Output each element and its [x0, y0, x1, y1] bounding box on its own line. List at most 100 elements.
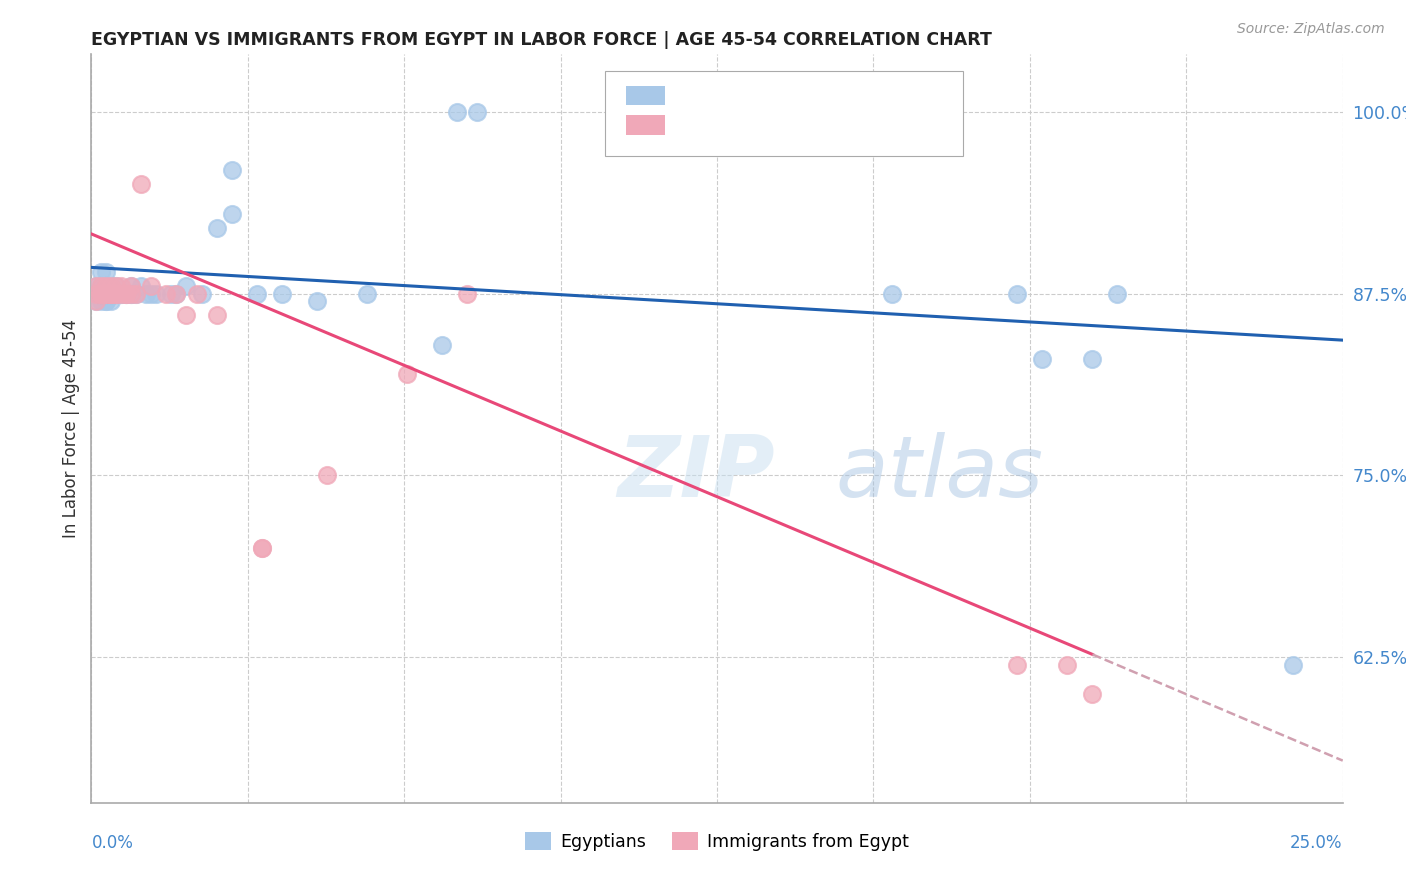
- Point: [96, 279, 118, 293]
- Point: [96, 265, 118, 279]
- Point: [120, 286, 142, 301]
- Point: [456, 286, 478, 301]
- Point: [96, 279, 118, 293]
- Point: [190, 286, 212, 301]
- Point: [90, 279, 112, 293]
- Text: -0.474: -0.474: [707, 116, 772, 134]
- Point: [131, 279, 153, 293]
- Point: [1081, 352, 1104, 367]
- Point: [90, 286, 112, 301]
- Point: [115, 286, 138, 301]
- Point: [465, 104, 488, 119]
- Point: [166, 286, 188, 301]
- Point: [221, 162, 243, 177]
- Point: [86, 286, 108, 301]
- Point: [186, 286, 208, 301]
- Point: [86, 293, 108, 308]
- Point: [305, 293, 328, 308]
- Point: [166, 286, 188, 301]
- Point: [430, 337, 453, 351]
- Point: [100, 286, 122, 301]
- Point: [105, 279, 128, 293]
- Point: [105, 286, 128, 301]
- Point: [96, 293, 118, 308]
- Point: [221, 206, 243, 220]
- Point: [110, 286, 132, 301]
- Point: [270, 286, 292, 301]
- Point: [1107, 286, 1129, 301]
- Point: [135, 286, 157, 301]
- Point: [100, 279, 122, 293]
- Point: [115, 286, 138, 301]
- Text: ZIP: ZIP: [617, 432, 775, 515]
- Text: 38: 38: [814, 116, 839, 134]
- Point: [250, 541, 273, 556]
- Point: [96, 286, 118, 301]
- Text: EGYPTIAN VS IMMIGRANTS FROM EGYPT IN LABOR FORCE | AGE 45-54 CORRELATION CHART: EGYPTIAN VS IMMIGRANTS FROM EGYPT IN LAB…: [91, 31, 993, 49]
- Point: [86, 286, 108, 301]
- Point: [160, 286, 183, 301]
- Text: -0.078: -0.078: [707, 87, 772, 104]
- Point: [125, 286, 148, 301]
- Point: [205, 309, 228, 323]
- Point: [86, 293, 108, 308]
- Point: [90, 265, 112, 279]
- Point: [315, 468, 337, 483]
- Point: [120, 286, 142, 301]
- Text: R =: R =: [679, 87, 718, 104]
- Point: [115, 286, 138, 301]
- Point: [141, 286, 163, 301]
- Point: [110, 286, 132, 301]
- Point: [105, 286, 128, 301]
- Point: [1007, 286, 1029, 301]
- Point: [105, 286, 128, 301]
- Point: [176, 279, 198, 293]
- Point: [90, 286, 112, 301]
- Point: [90, 279, 112, 293]
- Point: [100, 286, 122, 301]
- Point: [882, 286, 904, 301]
- Text: 60: 60: [814, 87, 839, 104]
- Point: [1056, 657, 1078, 672]
- Point: [120, 279, 142, 293]
- Text: N =: N =: [789, 87, 828, 104]
- Point: [96, 279, 118, 293]
- Point: [90, 293, 112, 308]
- Point: [250, 541, 273, 556]
- Point: [1081, 687, 1104, 701]
- Point: [105, 279, 128, 293]
- Point: [100, 286, 122, 301]
- Point: [155, 286, 177, 301]
- Text: 25.0%: 25.0%: [1291, 834, 1343, 852]
- Point: [105, 286, 128, 301]
- Point: [96, 286, 118, 301]
- Point: [86, 279, 108, 293]
- Point: [176, 309, 198, 323]
- Point: [96, 279, 118, 293]
- Point: [1007, 657, 1029, 672]
- Point: [100, 279, 122, 293]
- Point: [145, 286, 167, 301]
- Point: [96, 286, 118, 301]
- Point: [96, 286, 118, 301]
- Legend: Egyptians, Immigrants from Egypt: Egyptians, Immigrants from Egypt: [519, 825, 915, 858]
- Point: [245, 286, 267, 301]
- Point: [141, 279, 163, 293]
- Point: [446, 104, 468, 119]
- Point: [96, 286, 118, 301]
- Point: [100, 286, 122, 301]
- Text: 0.0%: 0.0%: [91, 834, 134, 852]
- Point: [100, 293, 122, 308]
- Text: Source: ZipAtlas.com: Source: ZipAtlas.com: [1237, 22, 1385, 37]
- Point: [96, 293, 118, 308]
- Point: [110, 279, 132, 293]
- Point: [120, 286, 142, 301]
- Point: [131, 178, 153, 192]
- Point: [100, 286, 122, 301]
- Point: [395, 367, 418, 381]
- Y-axis label: In Labor Force | Age 45-54: In Labor Force | Age 45-54: [62, 318, 80, 538]
- Point: [1281, 657, 1303, 672]
- Point: [125, 286, 148, 301]
- Text: R =: R =: [679, 116, 718, 134]
- Point: [356, 286, 378, 301]
